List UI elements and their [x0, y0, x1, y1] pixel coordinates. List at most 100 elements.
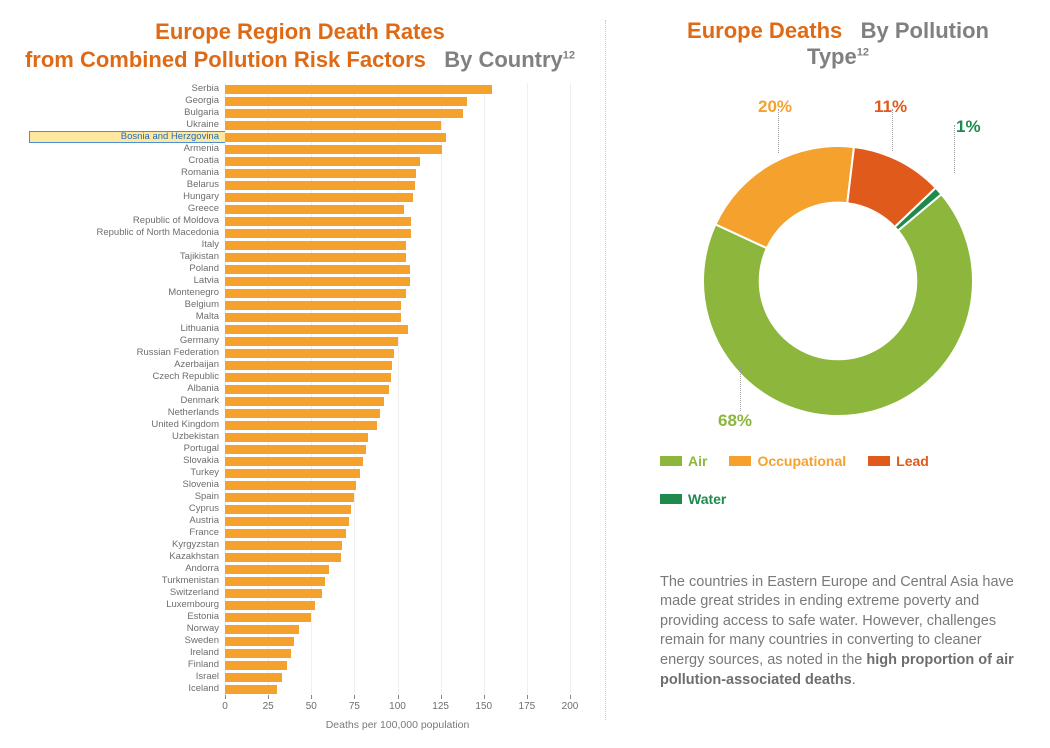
bar-label: Albania	[30, 384, 225, 394]
bar-track	[225, 493, 570, 502]
bar-row: France	[30, 527, 570, 539]
bar-fill	[225, 121, 441, 130]
x-tick	[527, 695, 528, 699]
bar-fill	[225, 469, 360, 478]
bar-row: Cyprus	[30, 503, 570, 515]
bar-track	[225, 685, 570, 694]
bar-track	[225, 625, 570, 634]
bar-track	[225, 229, 570, 238]
x-tick	[311, 695, 312, 699]
bar-label: Montenegro	[30, 288, 225, 298]
bar-row: Germany	[30, 335, 570, 347]
bar-title-line2b: By Country	[444, 47, 563, 72]
bar-track	[225, 349, 570, 358]
bar-label: Hungary	[30, 192, 225, 202]
bar-label: France	[30, 528, 225, 538]
bar-fill	[225, 577, 325, 586]
bar-row: Latvia	[30, 275, 570, 287]
bar-row: Turkmenistan	[30, 575, 570, 587]
bar-fill	[225, 505, 351, 514]
bar-fill	[225, 529, 346, 538]
bar-row: Hungary	[30, 191, 570, 203]
bar-label: Finland	[30, 660, 225, 670]
bar-fill	[225, 409, 380, 418]
x-tick	[441, 695, 442, 699]
x-tick-label: 200	[562, 701, 579, 712]
legend-item: Occupational	[729, 453, 846, 469]
bar-row: Turkey	[30, 467, 570, 479]
bar-row: United Kingdom	[30, 419, 570, 431]
bar-fill	[225, 445, 366, 454]
bar-fill	[225, 649, 291, 658]
bar-track	[225, 133, 570, 142]
bar-track	[225, 517, 570, 526]
bar-fill	[225, 157, 420, 166]
bar-fill	[225, 205, 404, 214]
bar-label: Armenia	[30, 144, 225, 154]
bar-fill	[225, 85, 492, 94]
bar-track	[225, 217, 570, 226]
legend-label: Water	[688, 491, 726, 507]
bar-track	[225, 241, 570, 250]
bar-chart-x-axis: Deaths per 100,000 population 0255075100…	[225, 695, 570, 735]
donut-slice	[715, 146, 854, 248]
bar-row: Georgia	[30, 95, 570, 107]
bar-fill	[225, 301, 401, 310]
bar-row: Armenia	[30, 143, 570, 155]
bar-track	[225, 145, 570, 154]
bar-track	[225, 373, 570, 382]
bar-label: Croatia	[30, 156, 225, 166]
donut-legend: Air Occupational Lead Water	[660, 453, 1016, 507]
x-tick-label: 175	[519, 701, 536, 712]
bar-label: Iceland	[30, 684, 225, 694]
bar-row: Iceland	[30, 683, 570, 695]
bar-track	[225, 181, 570, 190]
bar-label: Romania	[30, 168, 225, 178]
x-tick	[268, 695, 269, 699]
bar-track	[225, 421, 570, 430]
bar-track	[225, 553, 570, 562]
donut-slice-label: 68%	[718, 411, 752, 431]
bar-label: Switzerland	[30, 588, 225, 598]
bar-label: Kazakhstan	[30, 552, 225, 562]
bar-row: Finland	[30, 659, 570, 671]
bar-row: Sweden	[30, 635, 570, 647]
bar-row: Portugal	[30, 443, 570, 455]
bar-label: Belgium	[30, 300, 225, 310]
bar-fill	[225, 397, 384, 406]
bar-track	[225, 469, 570, 478]
bar-track	[225, 193, 570, 202]
bar-fill	[225, 541, 342, 550]
x-tick-label: 50	[306, 701, 317, 712]
bar-fill	[225, 673, 282, 682]
bar-row: Ireland	[30, 647, 570, 659]
bar-track	[225, 265, 570, 274]
bar-fill	[225, 145, 442, 154]
bar-row: Republic of North Macedonia	[30, 227, 570, 239]
bar-row: Norway	[30, 623, 570, 635]
bar-fill	[225, 193, 413, 202]
bar-chart-title: Europe Region Death Rates from Combined …	[0, 18, 600, 73]
bar-label: Sweden	[30, 636, 225, 646]
bar-row: Estonia	[30, 611, 570, 623]
bar-track	[225, 325, 570, 334]
bar-track	[225, 85, 570, 94]
bar-row: Poland	[30, 263, 570, 275]
bar-row: Malta	[30, 311, 570, 323]
legend-item: Air	[660, 453, 707, 469]
bar-label: Germany	[30, 336, 225, 346]
donut-slice-label: 20%	[758, 97, 792, 117]
bar-label: Norway	[30, 624, 225, 634]
legend-item: Lead	[868, 453, 929, 469]
bar-row: Uzbekistan	[30, 431, 570, 443]
bar-track	[225, 277, 570, 286]
bar-fill	[225, 361, 392, 370]
donut-chart: 68%20%11%1%	[678, 111, 998, 431]
bar-fill	[225, 481, 356, 490]
bar-fill	[225, 601, 315, 610]
bar-row: Spain	[30, 491, 570, 503]
bar-row: Croatia	[30, 155, 570, 167]
bar-track	[225, 433, 570, 442]
bar-fill	[225, 241, 406, 250]
bar-track	[225, 589, 570, 598]
